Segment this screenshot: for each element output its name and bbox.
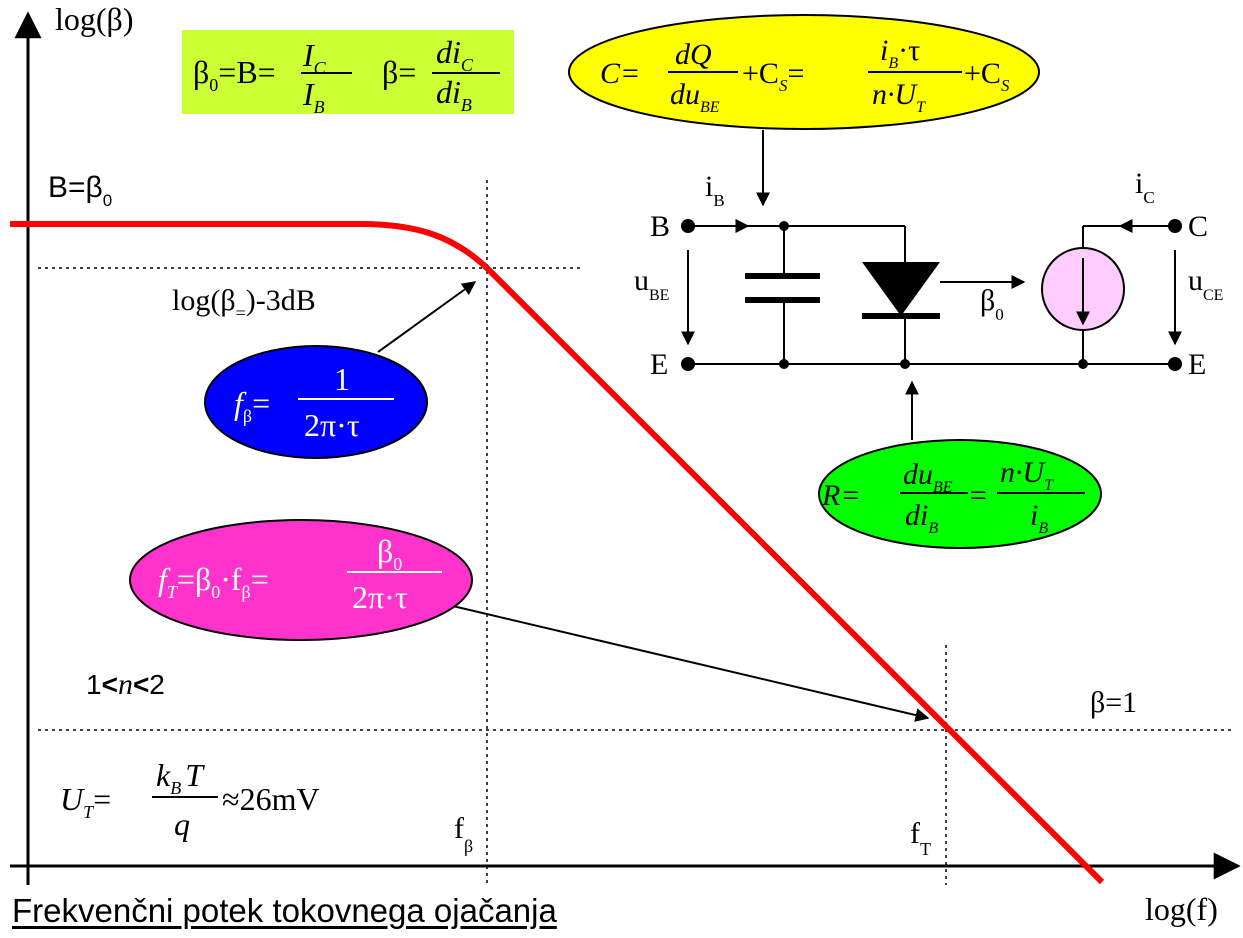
svg-text:≈26mV: ≈26mV	[222, 781, 320, 817]
svg-text:β0=B=: β0=B=	[193, 54, 276, 95]
svg-text:diB: diB	[905, 499, 938, 537]
svg-text:dQ: dQ	[675, 38, 712, 71]
small-signal-circuit	[688, 225, 1175, 365]
node-e-left-label: E	[650, 348, 668, 381]
svg-text:kBT: kB T	[156, 757, 205, 798]
svg-text:iB: iB	[1030, 499, 1048, 537]
node-e-left-terminal	[681, 357, 695, 371]
svg-text:1: 1	[334, 361, 350, 397]
svg-text:+CS=: +CS=	[742, 57, 804, 95]
node-b-terminal	[681, 219, 695, 233]
junction-dot	[779, 221, 789, 231]
svg-text:+CS: +CS	[964, 57, 1010, 95]
svg-text:fT=β0·fβ=: fT=β0·fβ=	[158, 561, 269, 602]
f-T-pointer	[439, 602, 930, 722]
beta-definition-box: β0=B= IC IB β= diC diB	[182, 30, 514, 117]
node-e-right-terminal	[1168, 357, 1182, 371]
svg-text:R=: R=	[821, 479, 861, 512]
gain-curve	[10, 221, 1105, 885]
f-beta-label: fβ	[454, 812, 473, 856]
svg-text:IB: IB	[302, 76, 325, 117]
svg-text:duBE: duBE	[903, 458, 953, 496]
svg-text:q: q	[174, 806, 190, 842]
dc-gain-label: B=β0	[48, 171, 112, 210]
svg-text:diC: diC	[436, 34, 474, 75]
node-e-right-label: E	[1188, 348, 1206, 381]
junction-dot	[779, 359, 789, 369]
y-axis-label: log(β)	[55, 1, 133, 37]
x-axis-label: log(f)	[1145, 891, 1218, 927]
ic-label: iC	[1135, 167, 1155, 207]
beta0-circuit-label: β0	[980, 284, 1004, 324]
svg-text:iB·τ: iB·τ	[880, 34, 920, 72]
node-c-terminal	[1168, 219, 1182, 233]
node-c-label: C	[1188, 210, 1208, 243]
ib-label: iB	[705, 170, 725, 210]
f-beta-formula: fβ= 1 2π·τ	[204, 345, 428, 459]
svg-text:2π·τ: 2π·τ	[304, 407, 360, 443]
svg-text:β=: β=	[382, 54, 416, 90]
junction-dot	[1078, 359, 1088, 369]
thermal-voltage-formula: UT= kB T q ≈26mV	[60, 757, 320, 842]
svg-text:n·UT: n·UT	[1000, 456, 1054, 494]
n-range-label: 1<n<2	[86, 668, 165, 701]
svg-text:2π·τ: 2π·τ	[352, 579, 408, 615]
minus3db-label: log(β=)-3dB	[172, 284, 316, 323]
uce-label: uCE	[1188, 264, 1223, 304]
f-beta-pointer	[377, 281, 477, 353]
svg-text:β0: β0	[377, 533, 402, 574]
svg-text:C=: C=	[600, 57, 640, 90]
svg-text:duBE: duBE	[670, 78, 720, 116]
ube-label: uBE	[634, 264, 669, 304]
svg-text:fβ=: fβ=	[234, 385, 270, 426]
svg-text:UT=: UT=	[60, 781, 111, 822]
f-T-label: fT	[910, 817, 931, 859]
resistance-formula: R= duBE diB = n·UT iB	[818, 439, 1102, 549]
capacitance-formula: C= dQ duBE +CS= iB·τ n·UT +CS	[568, 14, 1040, 130]
f-T-formula: fT=β0·fβ= β0 2π·τ	[129, 519, 473, 641]
svg-text:diB: diB	[436, 74, 472, 115]
svg-text:=: =	[970, 479, 987, 512]
diode-symbol	[862, 262, 940, 316]
beta-one-label: β=1	[1090, 686, 1137, 719]
page-title: Frekvenčni potek tokovnega ojačanja	[12, 892, 557, 929]
junction-dot	[900, 359, 910, 369]
node-b-label: B	[650, 210, 670, 243]
svg-text:n·UT: n·UT	[872, 78, 926, 116]
